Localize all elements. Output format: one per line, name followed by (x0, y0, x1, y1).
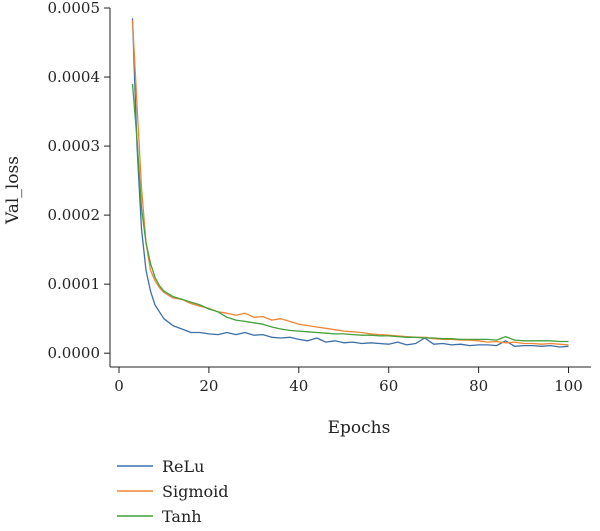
x-tick-label: 80 (469, 377, 488, 395)
y-tick-label: 0.0000 (48, 344, 101, 362)
y-tick-label: 0.0004 (48, 68, 101, 86)
legend-label-tanh: Tanh (162, 507, 202, 526)
x-axis-label: Epochs (328, 418, 391, 438)
legend-label-sigmoid: Sigmoid (162, 482, 228, 501)
legend: ReLu Sigmoid Tanh (117, 457, 228, 526)
x-tick-label: 100 (554, 377, 583, 395)
series-line-relu (131, 18, 569, 348)
y-tick-label: 0.0005 (48, 0, 101, 17)
legend-label-relu: ReLu (162, 457, 204, 476)
y-axis-label: Val_loss (3, 156, 23, 225)
series-lines (131, 18, 569, 348)
series-line-sigmoid (131, 20, 569, 346)
plot-area: 0.0000 0.0001 0.0002 0.0003 0.0004 0.0005 0 20… (48, 0, 591, 395)
y-tick-label: 0.0002 (48, 206, 101, 224)
series-line-tanh (131, 83, 569, 343)
x-tick-label: 0 (114, 377, 124, 395)
x-tick-label: 20 (199, 377, 218, 395)
x-tick-label: 40 (289, 377, 308, 395)
y-tick-label: 0.0001 (48, 275, 101, 293)
x-axis-ticks: 0 20 40 60 80 100 (114, 367, 583, 395)
x-tick-label: 60 (379, 377, 398, 395)
y-axis-ticks: 0.0000 0.0001 0.0002 0.0003 0.0004 0.0005 (48, 0, 110, 362)
y-tick-label: 0.0003 (48, 137, 101, 155)
